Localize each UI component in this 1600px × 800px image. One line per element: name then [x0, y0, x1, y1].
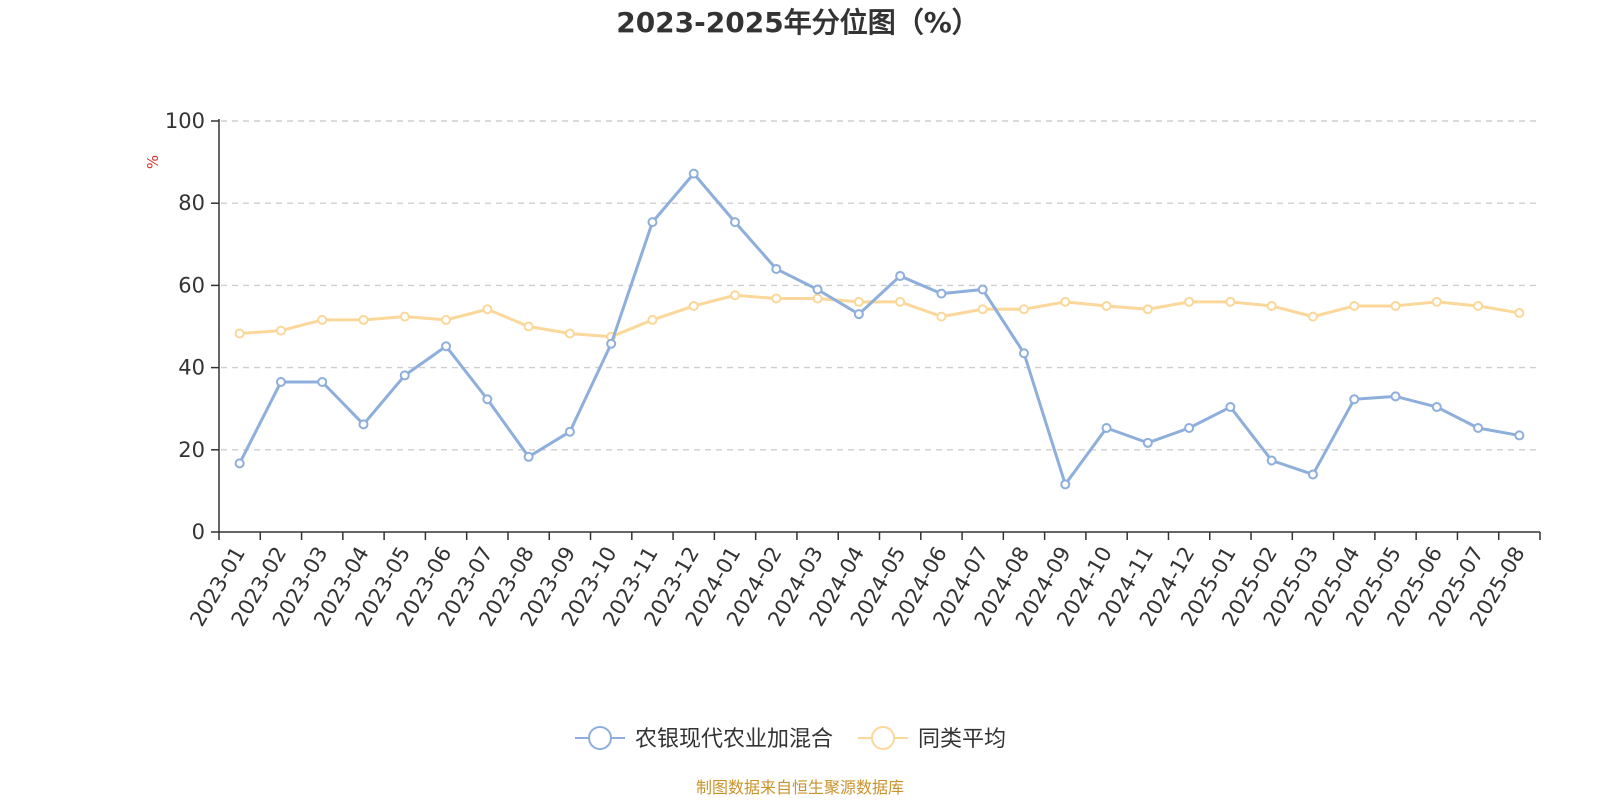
series-2 — [234, 290, 1525, 342]
data-point[interactable] — [1060, 296, 1071, 307]
data-point[interactable] — [275, 325, 286, 336]
data-point[interactable] — [1307, 469, 1318, 480]
data-point[interactable] — [317, 314, 328, 325]
legend-item-1[interactable]: 农银现代农业加混合 — [575, 726, 833, 752]
data-point[interactable] — [482, 394, 493, 405]
data-point[interactable] — [853, 296, 864, 307]
chart-title: 2023-2025年分位图（%） — [616, 6, 980, 39]
data-point[interactable] — [441, 341, 452, 352]
data-point[interactable] — [1307, 311, 1318, 322]
y-axis-unit-label: % — [144, 155, 162, 169]
data-point[interactable] — [441, 314, 452, 325]
data-point[interactable] — [1266, 455, 1277, 466]
axes — [218, 119, 1540, 533]
data-point[interactable] — [730, 217, 741, 228]
data-point[interactable] — [771, 293, 782, 304]
y-axis-ticks: 0 20 40 60 80 100 — [165, 109, 219, 544]
legend-marker — [588, 726, 612, 750]
data-point[interactable] — [688, 168, 699, 179]
data-point[interactable] — [564, 426, 575, 437]
data-point[interactable] — [358, 314, 369, 325]
data-point[interactable] — [523, 451, 534, 462]
data-point[interactable] — [730, 290, 741, 301]
data-point[interactable] — [275, 376, 286, 387]
data-point[interactable] — [1473, 423, 1484, 434]
data-point[interactable] — [1390, 391, 1401, 402]
series-1 — [234, 168, 1525, 490]
data-point[interactable] — [688, 300, 699, 311]
data-point[interactable] — [1184, 296, 1195, 307]
series-line — [238, 172, 1520, 486]
legend-marker — [871, 726, 896, 750]
data-point[interactable] — [1514, 307, 1525, 318]
data-point[interactable] — [647, 314, 658, 325]
data-point[interactable] — [853, 309, 864, 320]
data-point[interactable] — [936, 288, 947, 299]
legend[interactable]: 农银现代农业加混合 同类平均 — [575, 726, 1006, 752]
data-point[interactable] — [1142, 437, 1153, 448]
data-point[interactable] — [1349, 300, 1360, 311]
data-point[interactable] — [1142, 304, 1153, 315]
data-point[interactable] — [977, 304, 988, 315]
data-point[interactable] — [234, 328, 245, 339]
data-point[interactable] — [1018, 304, 1029, 315]
data-point[interactable] — [812, 293, 823, 304]
gridlines — [221, 120, 1540, 451]
data-point[interactable] — [399, 311, 410, 322]
data-point[interactable] — [812, 284, 823, 295]
source-note: 制图数据来自恒生聚源数据库 — [696, 778, 904, 797]
y-tick-label: 100 — [165, 109, 205, 133]
data-point[interactable] — [523, 321, 534, 332]
series-layer — [234, 168, 1525, 490]
data-point[interactable] — [1101, 423, 1112, 434]
data-point[interactable] — [936, 311, 947, 322]
series-line — [239, 293, 1520, 339]
data-point[interactable] — [1349, 394, 1360, 405]
x-axis-ticks: 2023-012023-022023-032023-042023-052023-… — [185, 532, 1541, 630]
data-point[interactable] — [647, 217, 658, 228]
y-tick-label: 80 — [178, 191, 205, 215]
y-tick-label: 60 — [178, 273, 205, 297]
data-point[interactable] — [1060, 479, 1071, 490]
data-point[interactable] — [1390, 300, 1401, 311]
y-tick-label: 40 — [178, 356, 205, 380]
data-point[interactable] — [564, 328, 575, 339]
data-point[interactable] — [1225, 402, 1236, 413]
data-point[interactable] — [1431, 296, 1442, 307]
data-point[interactable] — [1473, 300, 1484, 311]
legend-item-2[interactable]: 同类平均 — [858, 726, 1006, 752]
legend-label: 农银现代农业加混合 — [635, 727, 833, 752]
data-point[interactable] — [399, 370, 410, 381]
data-point[interactable] — [977, 284, 988, 295]
legend-label: 同类平均 — [918, 727, 1006, 752]
data-point[interactable] — [1101, 300, 1112, 311]
data-point[interactable] — [1266, 300, 1277, 311]
data-point[interactable] — [1431, 402, 1442, 413]
y-tick-label: 20 — [178, 438, 205, 462]
data-point[interactable] — [1018, 348, 1029, 359]
data-point[interactable] — [234, 458, 245, 469]
data-point[interactable] — [482, 304, 493, 315]
y-tick-label: 0 — [192, 520, 205, 544]
data-point[interactable] — [771, 263, 782, 274]
data-point[interactable] — [606, 338, 617, 349]
data-point[interactable] — [1184, 423, 1195, 434]
data-point[interactable] — [895, 296, 906, 307]
data-point[interactable] — [358, 419, 369, 430]
data-point[interactable] — [895, 270, 906, 281]
data-point[interactable] — [1225, 296, 1236, 307]
data-point[interactable] — [1514, 430, 1525, 441]
data-point[interactable] — [317, 376, 328, 387]
